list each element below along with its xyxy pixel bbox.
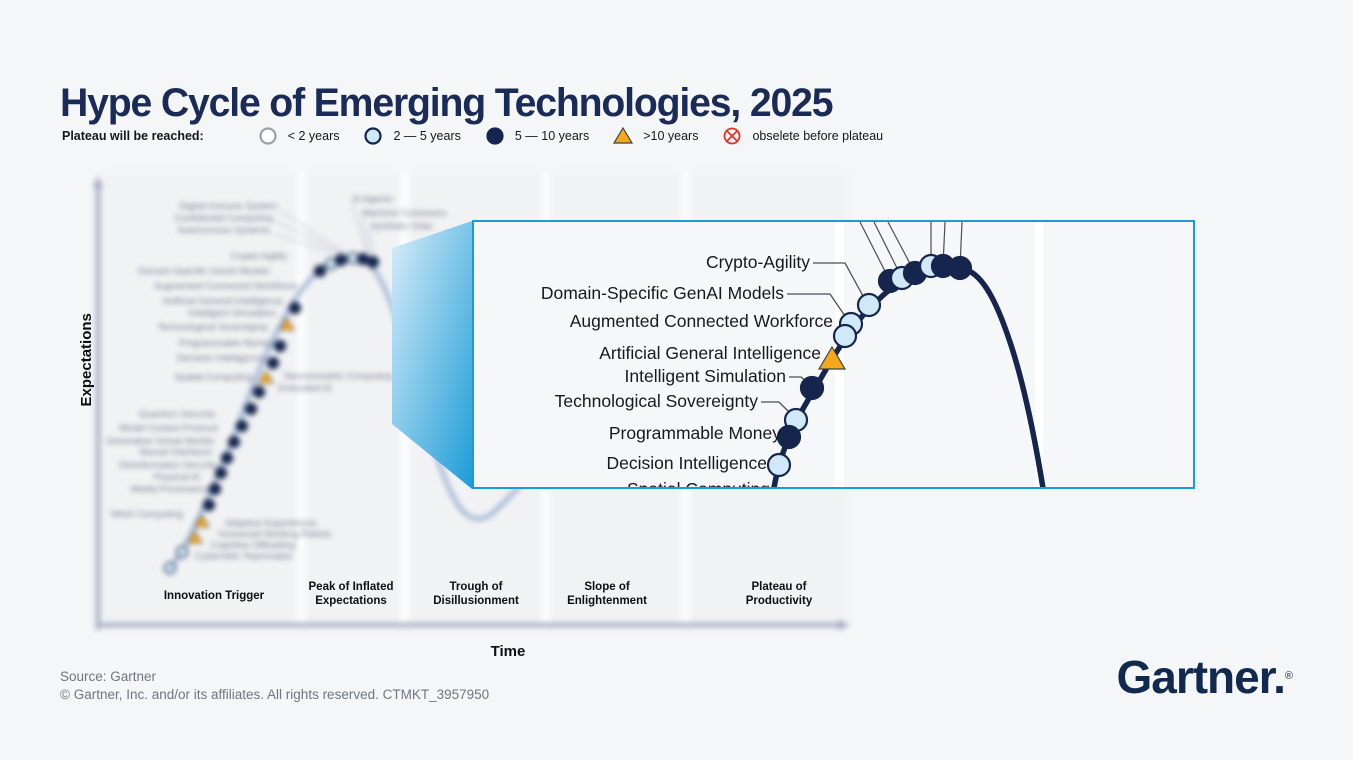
legend-item-label: obselete before plateau	[752, 129, 884, 143]
navy-circle-marker	[486, 127, 504, 145]
blurred-label: Confidential Computing	[174, 213, 273, 224]
phase-label: Trough of Disillusionment	[433, 581, 519, 607]
blurred-label: Embodied AI	[278, 383, 332, 394]
triangle-orange-icon	[613, 126, 634, 144]
blurred-label: Autonomous Systems	[177, 225, 270, 236]
circle-white-icon	[259, 127, 277, 145]
legend-item-label: >10 years	[643, 129, 699, 143]
page-title: Hype Cycle of Emerging Technologies, 202…	[60, 80, 834, 125]
lightblue-circle-marker	[856, 292, 882, 318]
copyright-line: © Gartner, Inc. and/or its affiliates. A…	[60, 687, 490, 702]
legend-item-label: 2 — 5 years	[393, 129, 461, 143]
legend-items: < 2 years 2 — 5 years 5 — 10 years >10 year…	[258, 126, 907, 146]
navy-circle-marker	[799, 375, 825, 401]
triangle-orange-marker	[817, 345, 847, 370]
inset-tech-label: Augmented Connected Workforce	[569, 311, 833, 331]
phase-divider	[297, 172, 306, 628]
blurred-label: Machine Customers	[362, 208, 447, 219]
inset-tech-label: Crypto-Agility	[705, 252, 810, 272]
blurred-label: Adaptive Experiences	[225, 518, 317, 529]
legend-item: 5 — 10 years	[485, 126, 589, 146]
blurred-label: Mesh Computing	[111, 509, 183, 520]
circle-lightblue-icon	[364, 127, 383, 145]
blurred-label: Disinformation Security	[119, 460, 217, 471]
blurred-label: Quantum Security	[138, 409, 215, 420]
legend-item-label: < 2 years	[287, 129, 340, 143]
inset-tech-label: Domain-Specific GenAI Models	[540, 283, 784, 303]
blurred-label: Intelligent Simulation	[188, 308, 276, 319]
source-line: Source: Gartner	[60, 669, 157, 684]
blurred-label: Programmable Money	[178, 338, 272, 349]
blurred-label: Crypto-Agility	[230, 251, 288, 262]
blurred-label: AI Agents	[352, 194, 393, 205]
circle-navy-icon	[486, 127, 504, 145]
blurred-label: Technological Sovereignty	[157, 322, 268, 333]
blurred-label: Digital Immune System	[179, 201, 277, 212]
lightblue-circle-marker	[832, 323, 858, 349]
x-axis-label: Time	[490, 643, 526, 660]
blurred-label: Media Provenance	[130, 484, 210, 495]
blurred-label: Neural Interfaces	[139, 447, 212, 458]
blurred-label: Cognitive Offloading	[210, 540, 296, 551]
magnifier-wedge	[392, 221, 472, 489]
blurred-label: Generative Virtual Worlds	[106, 436, 214, 447]
blurred-label: Augmented Connected Workforce	[154, 281, 297, 292]
legend-item-label: 5 — 10 years	[514, 129, 590, 143]
inset-tech-label: Intelligent Simulation	[624, 366, 786, 386]
blurred-label: Model Context Protocol	[119, 423, 218, 434]
registered-mark: ®	[1284, 670, 1293, 682]
inset-tech-label: Decision Intelligence	[606, 453, 767, 473]
inset-curve-svg	[761, 222, 1046, 487]
inset-tech-label: Artificial General Intelligence	[599, 343, 821, 363]
phase-label: Plateau of Productivity	[745, 581, 813, 607]
legend-item: < 2 years	[258, 126, 340, 146]
navy-circle-marker	[947, 255, 973, 281]
legend-item: 2 — 5 years	[363, 126, 461, 146]
gartner-logo: Gartner.®	[1116, 651, 1293, 703]
phase-label: Peak of Inflated Expectations	[308, 581, 394, 607]
legend-item: obselete before plateau	[722, 126, 883, 146]
lightblue-circle-marker	[259, 127, 277, 145]
magnified-phase-divider	[1035, 222, 1043, 487]
footer: Source: Gartner © Gartner, Inc. and/or i…	[60, 668, 489, 704]
blurred-label: Cybernetic Teammates	[195, 551, 292, 562]
magnified-phase-divider	[835, 222, 844, 487]
phase-label: Innovation Trigger	[163, 590, 265, 602]
crossed-circle-red-icon	[724, 127, 741, 145]
blurred-label: Domain-Specific GenAI Models	[138, 266, 270, 277]
phase-label: Slope of Enlightenment	[567, 581, 647, 607]
legend: Plateau will be reached: < 2 years 2 — 5 …	[62, 126, 907, 146]
blurred-label: Spatial Computing	[174, 372, 252, 383]
y-axis-label: Expectations	[78, 313, 96, 407]
blurred-label: Physical AI	[153, 472, 200, 483]
blurred-label: Decision Intelligence	[176, 353, 264, 364]
inset-tech-label: Technological Sovereignty	[554, 391, 758, 411]
inset-zoom-panel: Crypto-Agility Domain-Specific GenAI Mode…	[472, 220, 1195, 489]
inset-tech-label: Programmable Money	[608, 423, 781, 443]
legend-item: >10 years	[613, 126, 698, 146]
legend-caption: Plateau will be reached:	[62, 129, 204, 143]
lightblue-circle-marker	[766, 452, 792, 478]
blurred-label: Neuromorphic Computing	[284, 371, 393, 382]
inset-tech-label: Spatial Computing	[627, 479, 770, 489]
blurred-label: Synthetic Data	[370, 221, 432, 232]
navy-circle-marker	[776, 424, 802, 450]
lightblue-circle-marker	[364, 127, 383, 145]
blurred-label: Artificial General Intelligence	[162, 296, 283, 307]
blurred-label: Humanoid Working Robots	[218, 529, 332, 540]
